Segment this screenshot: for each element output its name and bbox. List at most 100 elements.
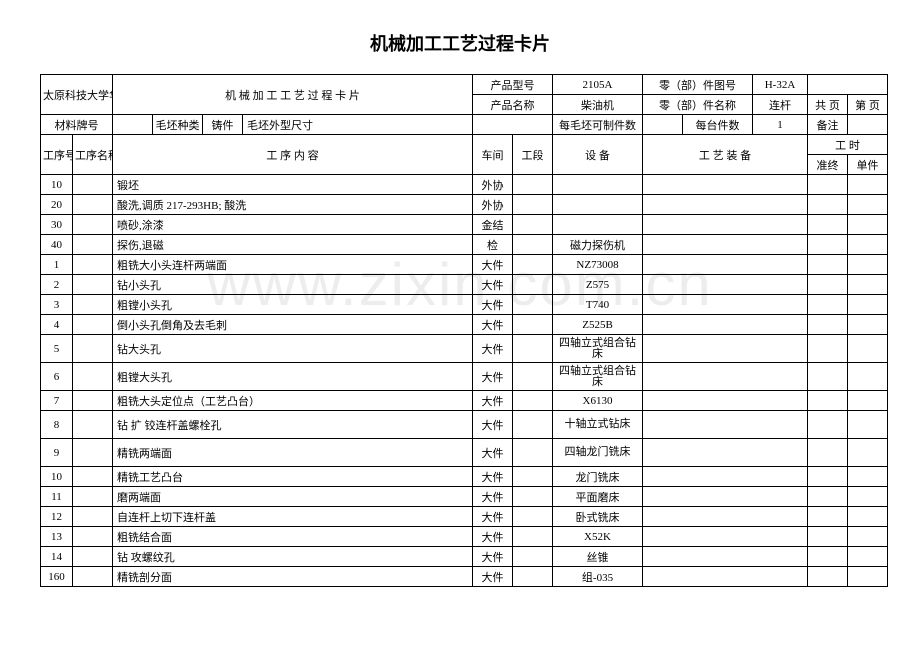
cell-content: 粗铣大头定位点（工艺凸台） [113,391,473,411]
cell-content: 粗铣大小头连杆两端面 [113,255,473,275]
cell-workshop: 大件 [473,527,513,547]
cell-section [513,215,553,235]
cell-unit [848,439,888,467]
col-proc-name: 工序名称 [73,135,113,175]
cell-content: 钻 扩 铰连杆盖螺栓孔 [113,411,473,439]
cell-tooling [643,567,808,587]
cell-proc-name [73,295,113,315]
cell-proc-name [73,215,113,235]
cell-workshop: 外协 [473,175,513,195]
cell-content: 精铣剖分面 [113,567,473,587]
cell-prep [808,567,848,587]
cell-content: 磨两端面 [113,487,473,507]
cell-workshop: 大件 [473,439,513,467]
cell-section [513,567,553,587]
col-prep: 准终 [808,155,848,175]
table-row: 5钻大头孔大件四轴立式组合钻床 [41,335,888,363]
cell-equip: 卧式铣床 [553,507,643,527]
cell-workshop: 大件 [473,507,513,527]
cell-section [513,363,553,391]
cell-prep [808,391,848,411]
blank-type-label: 毛坯种类 [153,115,203,135]
cell-unit [848,335,888,363]
table-row: 11磨两端面大件平面磨床 [41,487,888,507]
col-section: 工段 [513,135,553,175]
per-unit-value: 1 [753,115,808,135]
cell-unit [848,411,888,439]
cell-equip: 组-035 [553,567,643,587]
cell-tooling [643,255,808,275]
cell-section [513,255,553,275]
table-row: 1粗铣大小头连杆两端面大件NZ73008 [41,255,888,275]
cell-proc-name [73,391,113,411]
cell-workshop: 外协 [473,195,513,215]
cell-proc-no: 7 [41,391,73,411]
part-name-label: 零（部）件名称 [643,95,753,115]
page-title: 机械加工工艺过程卡片 [40,30,880,56]
col-unit: 单件 [848,155,888,175]
mat-grade-value [113,115,153,135]
cell-proc-no: 5 [41,335,73,363]
cell-workshop: 大件 [473,315,513,335]
cell-tooling [643,527,808,547]
cell-content: 探伤,退磁 [113,235,473,255]
cell-content: 喷砂,涂漆 [113,215,473,235]
cell-equip [553,215,643,235]
col-equip: 设 备 [553,135,643,175]
cell-proc-no: 3 [41,295,73,315]
cell-equip: 十轴立式钻床 [553,411,643,439]
cell-equip: X6130 [553,391,643,411]
header-row-1: 太原科技大学华科学院 机 械 加 工 工 艺 过 程 卡 片 产品型号 2105… [41,75,888,95]
cell-equip: NZ73008 [553,255,643,275]
prod-name-label: 产品名称 [473,95,553,115]
col-time: 工 时 [808,135,888,155]
cell-proc-no: 1 [41,255,73,275]
cell-unit [848,507,888,527]
cell-section [513,391,553,411]
cell-equip: 四轴立式组合钻床 [553,335,643,363]
cell-content: 钻 攻螺纹孔 [113,547,473,567]
cell-workshop: 金结 [473,215,513,235]
cell-tooling [643,235,808,255]
part-dwg-value: H-32A [753,75,808,95]
cell-unit [848,547,888,567]
table-row: 7粗铣大头定位点（工艺凸台）大件X6130 [41,391,888,411]
mat-grade-label: 材料牌号 [41,115,113,135]
cell-equip: 磁力探伤机 [553,235,643,255]
cell-proc-name [73,439,113,467]
col-content: 工 序 内 容 [113,135,473,175]
table-row: 3粗镗小头孔大件T740 [41,295,888,315]
table-row: 10精铣工艺凸台大件龙门铣床 [41,467,888,487]
cell-workshop: 大件 [473,275,513,295]
table-row: 9精铣两端面大件四轴龙门铣床 [41,439,888,467]
cell-proc-no: 160 [41,567,73,587]
cell-content: 粗镗小头孔 [113,295,473,315]
cell-tooling [643,195,808,215]
cell-prep [808,315,848,335]
table-row: 14钻 攻螺纹孔大件丝锥 [41,547,888,567]
cell-proc-no: 40 [41,235,73,255]
cell-tooling [643,295,808,315]
cell-proc-name [73,527,113,547]
table-row: 8钻 扩 铰连杆盖螺栓孔大件十轴立式钻床 [41,411,888,439]
cell-content: 锻坯 [113,175,473,195]
table-row: 40探伤,退磁检磁力探伤机 [41,235,888,255]
cell-proc-name [73,175,113,195]
part-dwg-label: 零（部）件图号 [643,75,753,95]
col-proc-no: 工序号 [41,135,73,175]
cell-workshop: 大件 [473,467,513,487]
cell-tooling [643,391,808,411]
cell-equip: 四轴龙门铣床 [553,439,643,467]
cell-content: 粗铣结合面 [113,527,473,547]
cell-prep [808,467,848,487]
cell-prep [808,547,848,567]
blank-a [808,75,888,95]
cell-prep [808,439,848,467]
cell-content: 钻小头孔 [113,275,473,295]
cell-prep [808,215,848,235]
cell-content: 精铣两端面 [113,439,473,467]
cell-proc-name [73,487,113,507]
cell-proc-name [73,315,113,335]
blank-dim-label: 毛坯外型尺寸 [243,115,473,135]
cell-equip: T740 [553,295,643,315]
